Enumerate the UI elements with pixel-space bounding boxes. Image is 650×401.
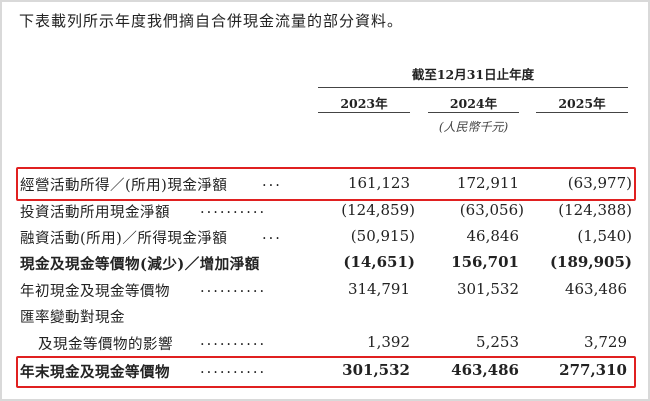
value-2023: 314,791 <box>347 280 410 298</box>
row-label: 現金及現金等價物(減少)／增加淨額 <box>20 256 260 273</box>
table-row: 年初現金及現金等價物.......... 314,791 301,532 463,48… <box>0 276 650 302</box>
table-row: 現金及現金等價物(減少)／增加淨額 (14,651) 156,701 (189,905… <box>0 249 650 275</box>
leader-dots: .......... <box>200 201 267 217</box>
leader-dots: ... <box>262 174 282 190</box>
value-2024: 156,701 <box>451 253 519 271</box>
row-label: 投資活動所用現金淨額 <box>20 205 170 221</box>
units-label: (人民幣千元) <box>438 120 509 134</box>
value-2023: (124,859) <box>341 201 415 219</box>
row-label: 匯率變動對現金 <box>20 310 125 326</box>
highlight-box-operating <box>16 167 636 201</box>
value-2024: 463,486 <box>451 361 519 379</box>
value-2023: 161,123 <box>347 174 410 192</box>
value-2025: 277,310 <box>559 361 627 379</box>
value-2025: (124,388) <box>558 201 632 219</box>
value-2023: (14,651) <box>343 253 415 271</box>
value-2024: 172,911 <box>456 174 519 192</box>
header-rule <box>318 87 628 88</box>
value-2025: (189,905) <box>549 253 632 271</box>
year-header-2025: 2025年 <box>558 96 606 111</box>
year-header-2024: 2024年 <box>449 96 498 111</box>
table-row: 投資活動所用現金淨額.......... (124,859) (63,056) (12… <box>0 197 650 223</box>
period-header: 截至12月31日止年度 <box>411 67 535 82</box>
value-2025: (63,977) <box>567 174 632 192</box>
year-rule <box>428 112 519 113</box>
value-2024: (63,056) <box>459 201 524 219</box>
year-rule <box>318 112 410 113</box>
value-2025: 3,729 <box>584 333 627 351</box>
value-2025: (1,540) <box>577 227 632 245</box>
leader-dots: .......... <box>200 280 267 296</box>
table-row: 年末現金及現金等價物.......... 301,532 463,486 277,31… <box>0 357 650 383</box>
value-2024: 46,846 <box>466 227 520 245</box>
table-row: 融資活動(所用)／所得現金淨額... (50,915) 46,846 (1,540) <box>0 223 650 249</box>
value-2023: 1,392 <box>367 333 410 351</box>
value-2024: 5,253 <box>476 333 519 351</box>
row-label: 年初現金及現金等價物 <box>20 284 170 300</box>
leader-dots: ... <box>262 227 282 243</box>
value-2023: (50,915) <box>350 227 415 245</box>
table-row: 匯率變動對現金 <box>0 302 650 328</box>
leader-dots: .......... <box>200 361 267 377</box>
row-label: 經營活動所得／(所用)現金淨額 <box>20 178 228 194</box>
year-rule <box>536 112 628 113</box>
value-2024: 301,532 <box>456 280 519 298</box>
highlight-box-year-end <box>16 356 636 388</box>
row-label: 年末現金及現金等價物 <box>20 364 170 381</box>
table-row: 經營活動所得／(所用)現金淨額... 161,123 172,911 (63,977) <box>0 170 650 196</box>
value-2025: 463,486 <box>564 280 627 298</box>
table-row: 及現金等價物的影響.......... 1,392 5,253 3,729 <box>0 329 650 355</box>
row-label: 及現金等價物的影響 <box>38 337 173 353</box>
value-2023: 301,532 <box>342 361 410 379</box>
leader-dots: .......... <box>200 333 267 349</box>
year-header-2023: 2023年 <box>340 96 388 111</box>
intro-text: 下表載列所示年度我們摘自合併現金流量的部分資料。 <box>19 12 404 30</box>
row-label: 融資活動(所用)／所得現金淨額 <box>20 231 228 247</box>
